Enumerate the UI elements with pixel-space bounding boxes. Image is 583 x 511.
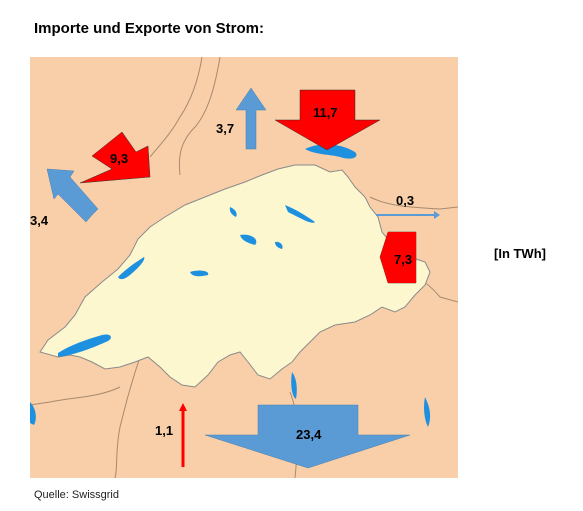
value-austria-import: 7,3 [394, 252, 412, 267]
arrow-italy-import [179, 403, 187, 467]
lake-maggiore [291, 372, 297, 399]
switzerland-map: 9,3 3,4 3,7 11,7 0,3 7,3 1,1 23,4 [30, 57, 458, 478]
value-germany-export: 3,7 [216, 121, 234, 136]
value-italy-import: 1,1 [155, 423, 173, 438]
value-france-export: 3,4 [30, 213, 49, 228]
unit-label: [In TWh] [494, 246, 546, 261]
value-liechtenstein-export: 0,3 [396, 193, 414, 208]
lake-lucerne [240, 234, 257, 245]
arrow-germany-import [274, 89, 381, 151]
arrow-france-import [79, 131, 151, 184]
source-note: Quelle: Swissgrid [34, 489, 119, 501]
arrow-italy-export [204, 404, 411, 469]
lakes [30, 144, 431, 427]
lake-thun [190, 270, 209, 277]
lake-zurich [285, 205, 315, 223]
lake-constance [305, 144, 357, 159]
lake-neuchatel [118, 257, 145, 280]
arrow-liechtenstein-export [376, 211, 440, 219]
arrow-germany-export [235, 87, 267, 150]
value-germany-import: 11,7 [313, 105, 338, 120]
value-italy-export: 23,4 [296, 427, 322, 442]
value-france-import: 9,3 [110, 151, 128, 166]
lake-geneva [58, 334, 111, 357]
page-title: Importe und Exporte von Strom: [34, 20, 265, 37]
arrow-france-export [46, 168, 99, 223]
switzerland-shape [39, 164, 431, 388]
